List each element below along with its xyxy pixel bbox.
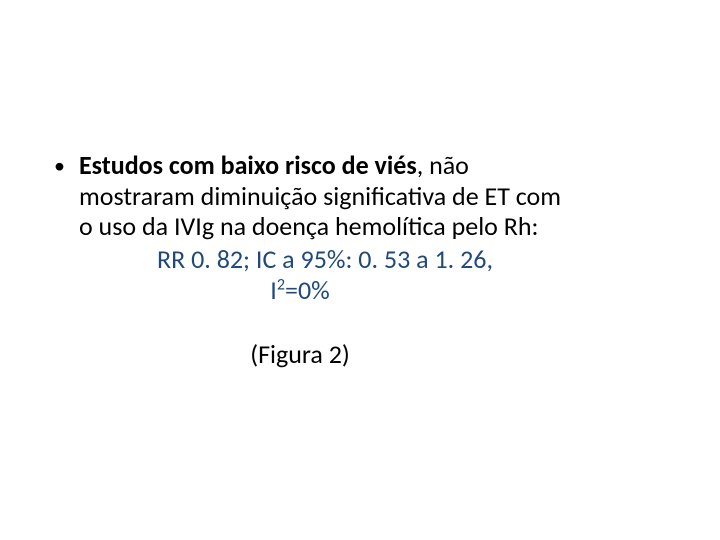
slide-body: • Estudos com baixo risco de viés, não m… bbox=[0, 0, 720, 540]
stat-sup: 2 bbox=[277, 275, 285, 294]
bold-lead: Estudos com baixo risco de viés bbox=[79, 149, 417, 181]
bullet-item: • Estudos com baixo risco de viés, não m… bbox=[54, 150, 666, 370]
line-1: Estudos com baixo risco de viés, não bbox=[79, 150, 561, 181]
stat-line-1: RR 0. 82; IC a 95%: 0. 53 a 1. 26, bbox=[79, 244, 561, 275]
rest-line-1: , não bbox=[417, 149, 469, 181]
line-2: mostraram diminuição significativa de ET… bbox=[79, 181, 561, 212]
line-3: o uso da IVIg na doença hemolítica pelo … bbox=[79, 211, 561, 242]
stat-line-2: I2=0% bbox=[79, 275, 561, 306]
stat-eq: =0% bbox=[285, 274, 330, 306]
bullet-marker: • bbox=[54, 152, 65, 180]
bullet-content: Estudos com baixo risco de viés, não mos… bbox=[79, 150, 561, 370]
figure-ref: (Figura 2) bbox=[79, 339, 561, 370]
